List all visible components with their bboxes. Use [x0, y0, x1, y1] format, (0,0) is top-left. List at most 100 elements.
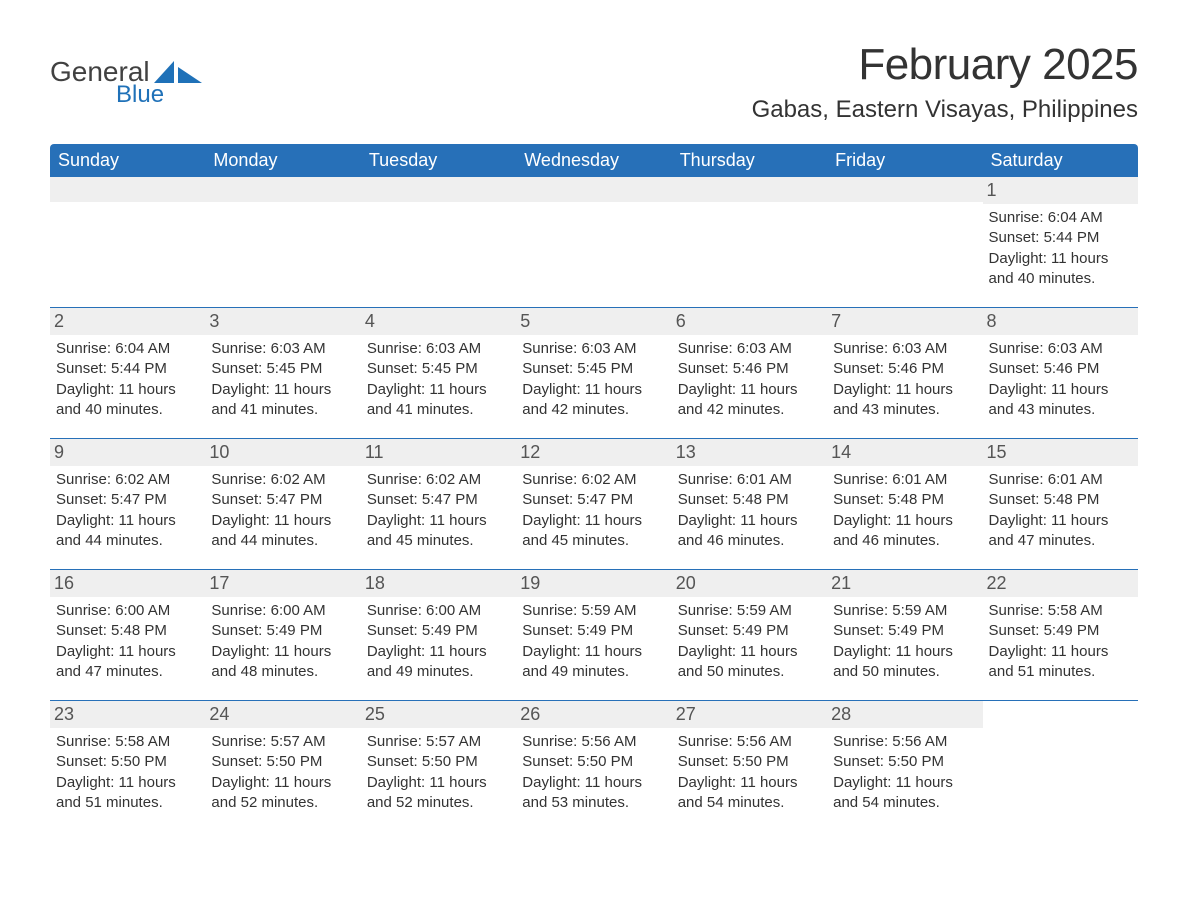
- sunrise-text: Sunrise: 5:59 AM: [678, 601, 821, 621]
- week-row: 2Sunrise: 6:04 AMSunset: 5:44 PMDaylight…: [50, 307, 1138, 438]
- sunset-text: Sunset: 5:45 PM: [522, 359, 665, 379]
- daylight-text: Daylight: 11 hours and 46 minutes.: [678, 511, 821, 552]
- day-cell: [50, 177, 205, 307]
- day-cell: 12Sunrise: 6:02 AMSunset: 5:47 PMDayligh…: [516, 438, 671, 569]
- weekday-header: Saturday: [983, 144, 1138, 177]
- logo-word-blue: Blue: [116, 83, 164, 107]
- sunset-text: Sunset: 5:47 PM: [522, 490, 665, 510]
- sunrise-text: Sunrise: 5:56 AM: [678, 732, 821, 752]
- day-number: 24: [205, 701, 360, 728]
- day-cell: 4Sunrise: 6:03 AMSunset: 5:45 PMDaylight…: [361, 307, 516, 438]
- empty-day-number: [361, 177, 516, 202]
- daylight-text: Daylight: 11 hours and 42 minutes.: [678, 380, 821, 421]
- day-number: 25: [361, 701, 516, 728]
- empty-day-number: [672, 177, 827, 202]
- day-cell: [205, 177, 360, 307]
- sunset-text: Sunset: 5:49 PM: [522, 621, 665, 641]
- daylight-text: Daylight: 11 hours and 49 minutes.: [522, 642, 665, 683]
- sunset-text: Sunset: 5:49 PM: [211, 621, 354, 641]
- day-info: Sunrise: 6:01 AMSunset: 5:48 PMDaylight:…: [678, 470, 821, 551]
- sunrise-text: Sunrise: 6:03 AM: [367, 339, 510, 359]
- day-info: Sunrise: 5:59 AMSunset: 5:49 PMDaylight:…: [678, 601, 821, 682]
- day-info: Sunrise: 6:00 AMSunset: 5:49 PMDaylight:…: [367, 601, 510, 682]
- sunset-text: Sunset: 5:45 PM: [211, 359, 354, 379]
- daylight-text: Daylight: 11 hours and 40 minutes.: [56, 380, 199, 421]
- day-info: Sunrise: 5:56 AMSunset: 5:50 PMDaylight:…: [678, 732, 821, 813]
- day-number: 7: [827, 308, 982, 335]
- weekday-header-row: Sunday Monday Tuesday Wednesday Thursday…: [50, 144, 1138, 177]
- day-info: Sunrise: 5:59 AMSunset: 5:49 PMDaylight:…: [833, 601, 976, 682]
- day-number: 26: [516, 701, 671, 728]
- sunset-text: Sunset: 5:46 PM: [678, 359, 821, 379]
- sunset-text: Sunset: 5:46 PM: [833, 359, 976, 379]
- day-number: 1: [983, 177, 1138, 204]
- day-number: 22: [983, 570, 1138, 597]
- day-info: Sunrise: 6:03 AMSunset: 5:45 PMDaylight:…: [211, 339, 354, 420]
- sunset-text: Sunset: 5:47 PM: [211, 490, 354, 510]
- sunrise-text: Sunrise: 6:02 AM: [211, 470, 354, 490]
- day-number: 3: [205, 308, 360, 335]
- day-cell: 25Sunrise: 5:57 AMSunset: 5:50 PMDayligh…: [361, 700, 516, 831]
- daylight-text: Daylight: 11 hours and 54 minutes.: [833, 773, 976, 814]
- day-info: Sunrise: 6:00 AMSunset: 5:48 PMDaylight:…: [56, 601, 199, 682]
- sunset-text: Sunset: 5:48 PM: [833, 490, 976, 510]
- location-subtitle: Gabas, Eastern Visayas, Philippines: [202, 96, 1138, 124]
- weekday-header: Friday: [827, 144, 982, 177]
- daylight-text: Daylight: 11 hours and 45 minutes.: [367, 511, 510, 552]
- day-cell: 3 Sunrise: 6:03 AMSunset: 5:45 PMDaylight…: [205, 307, 360, 438]
- day-cell: 24 Sunrise: 5:57 AMSunset: 5:50 PMDayligh…: [205, 700, 360, 831]
- daylight-text: Daylight: 11 hours and 43 minutes.: [833, 380, 976, 421]
- day-number: 27: [672, 701, 827, 728]
- day-number: 11: [361, 439, 516, 466]
- weekday-header: Monday: [205, 144, 360, 177]
- logo-sail-icon: [154, 61, 202, 83]
- daylight-text: Daylight: 11 hours and 50 minutes.: [678, 642, 821, 683]
- sunrise-text: Sunrise: 6:02 AM: [367, 470, 510, 490]
- weekday-header: Wednesday: [516, 144, 671, 177]
- daylight-text: Daylight: 11 hours and 54 minutes.: [678, 773, 821, 814]
- day-number: 2: [50, 308, 205, 335]
- sunset-text: Sunset: 5:46 PM: [989, 359, 1132, 379]
- day-info: Sunrise: 6:04 AMSunset: 5:44 PMDaylight:…: [989, 208, 1132, 289]
- week-row: 1 Sunrise: 6:04 AMSunset: 5:44 PMDaylight…: [50, 177, 1138, 307]
- sunrise-text: Sunrise: 6:00 AM: [367, 601, 510, 621]
- sunset-text: Sunset: 5:48 PM: [56, 621, 199, 641]
- day-number: 5: [516, 308, 671, 335]
- day-cell: 1 Sunrise: 6:04 AMSunset: 5:44 PMDaylight…: [983, 177, 1138, 307]
- day-cell: 21Sunrise: 5:59 AMSunset: 5:49 PMDayligh…: [827, 569, 982, 700]
- daylight-text: Daylight: 11 hours and 43 minutes.: [989, 380, 1132, 421]
- weekday-header: Tuesday: [361, 144, 516, 177]
- day-cell: 8Sunrise: 6:03 AMSunset: 5:46 PMDaylight…: [983, 307, 1138, 438]
- day-info: Sunrise: 5:58 AMSunset: 5:50 PMDaylight:…: [56, 732, 199, 813]
- day-cell: [516, 177, 671, 307]
- sunset-text: Sunset: 5:48 PM: [989, 490, 1132, 510]
- daylight-text: Daylight: 11 hours and 40 minutes.: [989, 249, 1132, 290]
- daylight-text: Daylight: 11 hours and 42 minutes.: [522, 380, 665, 421]
- day-number: 16: [50, 570, 205, 597]
- sunset-text: Sunset: 5:49 PM: [678, 621, 821, 641]
- day-cell: 19Sunrise: 5:59 AMSunset: 5:49 PMDayligh…: [516, 569, 671, 700]
- empty-day-number: [516, 177, 671, 202]
- sunrise-text: Sunrise: 5:59 AM: [833, 601, 976, 621]
- day-cell: 9Sunrise: 6:02 AMSunset: 5:47 PMDaylight…: [50, 438, 205, 569]
- day-number: 13: [672, 439, 827, 466]
- weekday-header: Thursday: [672, 144, 827, 177]
- day-number: 20: [672, 570, 827, 597]
- sunrise-text: Sunrise: 6:04 AM: [989, 208, 1132, 228]
- daylight-text: Daylight: 11 hours and 45 minutes.: [522, 511, 665, 552]
- day-cell: 2Sunrise: 6:04 AMSunset: 5:44 PMDaylight…: [50, 307, 205, 438]
- day-info: Sunrise: 6:00 AMSunset: 5:49 PMDaylight:…: [211, 601, 354, 682]
- day-info: Sunrise: 5:59 AMSunset: 5:49 PMDaylight:…: [522, 601, 665, 682]
- day-info: Sunrise: 5:57 AMSunset: 5:50 PMDaylight:…: [211, 732, 354, 813]
- day-cell: [361, 177, 516, 307]
- sunset-text: Sunset: 5:50 PM: [367, 752, 510, 772]
- empty-day-number: [827, 177, 982, 202]
- daylight-text: Daylight: 11 hours and 51 minutes.: [56, 773, 199, 814]
- day-number: 23: [50, 701, 205, 728]
- sunset-text: Sunset: 5:49 PM: [367, 621, 510, 641]
- sunrise-text: Sunrise: 5:58 AM: [989, 601, 1132, 621]
- day-info: Sunrise: 6:02 AMSunset: 5:47 PMDaylight:…: [56, 470, 199, 551]
- sunset-text: Sunset: 5:44 PM: [989, 228, 1132, 248]
- day-cell: 10Sunrise: 6:02 AMSunset: 5:47 PMDayligh…: [205, 438, 360, 569]
- day-cell: 17Sunrise: 6:00 AMSunset: 5:49 PMDayligh…: [205, 569, 360, 700]
